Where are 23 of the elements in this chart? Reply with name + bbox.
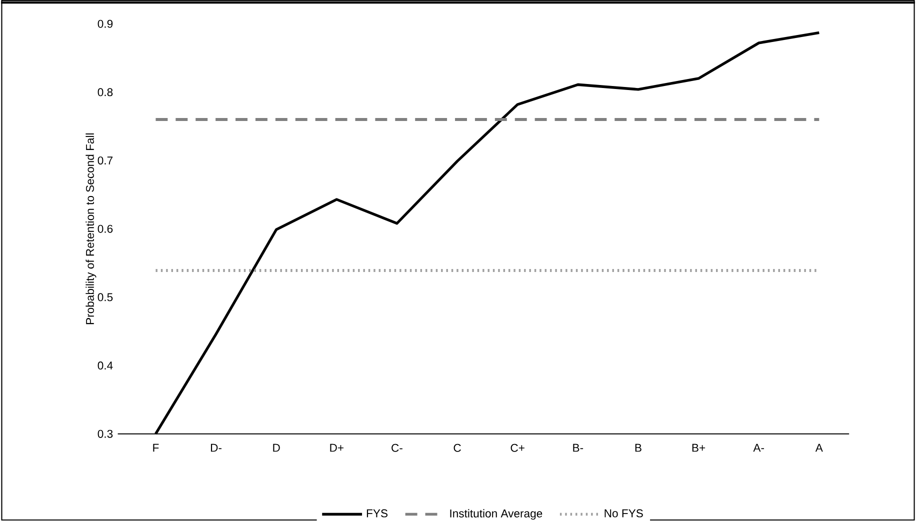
legend-label: FYS xyxy=(366,509,388,518)
y-tick-label: 0.6 xyxy=(98,225,113,234)
y-tick-label: 0.5 xyxy=(98,293,113,302)
legend-label: No FYS xyxy=(604,509,643,518)
x-tick-label: F xyxy=(153,444,159,452)
y-tick-label: 0.8 xyxy=(98,88,113,96)
x-tick-label: D+ xyxy=(330,444,344,452)
legend-label: Institution Average xyxy=(450,509,542,520)
y-tick-label: 0.7 xyxy=(98,156,113,165)
x-tick-label: C+ xyxy=(510,444,524,452)
x-tick-label: A- xyxy=(753,444,764,452)
y-tick-label: 0.3 xyxy=(98,430,113,438)
x-tick-label: D xyxy=(273,444,280,452)
x-tick-label: D- xyxy=(210,444,222,452)
x-tick-label: C xyxy=(454,444,461,452)
x-tick-label: B- xyxy=(573,444,584,452)
x-tick-label: B+ xyxy=(692,444,706,452)
x-tick-label: C- xyxy=(392,444,402,452)
x-tick-label: A xyxy=(815,444,823,452)
y-axis-title: Probability of Retention to Second Fall xyxy=(86,134,96,324)
x-tick-label: B xyxy=(635,444,642,452)
y-tick-label: 0.4 xyxy=(98,362,113,370)
y-tick-label: 0.9 xyxy=(98,20,113,28)
